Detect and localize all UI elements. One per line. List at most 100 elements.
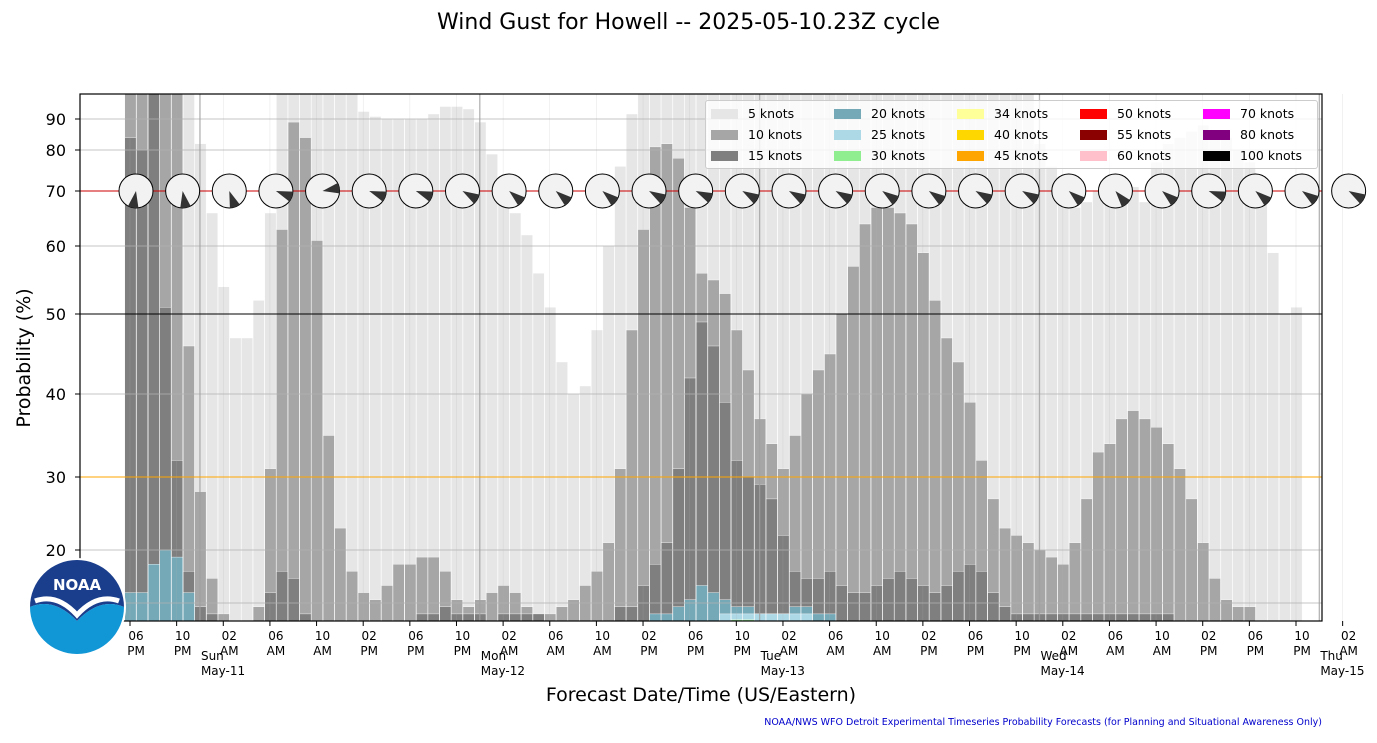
noaa-logo: NOAA [28,558,126,656]
legend-swatch [957,109,984,119]
legend-label: 100 knots [1240,148,1303,163]
x-tick-label: PM [360,644,378,658]
bar [544,307,557,622]
bar [1139,418,1151,622]
bar [940,337,953,622]
wind-direction-pie [584,173,620,209]
bar [1010,613,1023,622]
wind-direction-pie [1004,173,1040,209]
legend-swatch [1080,130,1107,140]
bar [894,571,906,622]
bar [975,571,988,622]
x-tick-label: 06 [128,629,143,643]
bar [264,592,277,622]
wind-direction-pie [538,173,574,209]
x-tick-label: AM [500,644,519,658]
x-tick-label: AM [826,644,845,658]
legend-swatch [1203,151,1230,161]
legend-label: 40 knots [994,127,1049,142]
day-label: Mon [481,649,506,663]
x-tick-label: 02 [501,629,516,643]
wind-direction-pie [1144,173,1180,209]
bar [929,300,941,622]
bar [427,556,440,622]
x-tick-label: PM [1293,644,1311,658]
bar [987,592,1000,622]
legend-swatch [711,130,738,140]
bar [439,606,452,622]
y-tick-label: 40 [46,385,66,404]
y-tick-label: 80 [46,141,66,160]
bar [1022,542,1035,622]
bar [964,564,976,622]
y-tick-label: 30 [46,468,66,487]
legend-label: 10 knots [748,127,803,142]
x-tick-label: 10 [735,629,750,643]
wind-direction-pie [911,173,947,209]
pie-wedge [180,191,191,208]
legend-label: 45 knots [994,148,1049,163]
bar [346,93,358,622]
bar [661,542,673,622]
bar [777,535,790,622]
bar [1208,578,1221,622]
bar [1255,190,1268,622]
bar [929,592,941,622]
pie-wedge [928,191,946,205]
wind-direction-pie [118,173,154,209]
bar [1115,613,1128,622]
bar [952,571,965,622]
x-tick-label: AM [313,644,332,658]
bar [1174,468,1186,622]
bar [1045,556,1058,622]
wind-direction-pie [444,173,480,209]
bar [859,592,871,622]
x-tick-label: PM [454,644,472,658]
wind-direction-pie [864,173,900,209]
bar [789,613,802,622]
x-tick-label: AM [1153,644,1172,658]
y-tick-label: 90 [46,110,66,129]
x-tick-label: PM [1200,644,1218,658]
bar [276,571,288,622]
bar [1092,613,1105,622]
x-tick-label: 10 [1294,629,1309,643]
bar [707,345,720,622]
legend-label: 34 knots [994,106,1049,121]
x-tick-label: 06 [268,629,283,643]
pie-wedge [1208,191,1226,202]
pie-wedge [415,191,433,202]
pie-wedge [975,191,993,204]
bar [217,613,230,622]
bar [1220,137,1233,622]
bar [591,571,603,622]
bar [1127,613,1140,622]
bar [1127,410,1140,622]
x-tick-label: AM [1106,644,1125,658]
x-tick-label: 06 [408,629,423,643]
pie-wedge [369,191,387,202]
bar [742,476,755,622]
bar [614,606,627,622]
day-label: Tue [760,649,782,663]
day-label: May-11 [201,664,245,678]
x-tick-label: PM [687,644,705,658]
legend-label: 20 knots [871,106,926,121]
x-tick-label: 10 [595,629,610,643]
pie-wedge [275,191,293,202]
bar [894,212,906,622]
bar [182,592,195,622]
bar [1162,613,1175,622]
bar [731,460,743,622]
legend-swatch [834,130,861,140]
wind-direction-pie [958,173,994,209]
bar [1150,427,1163,622]
bar [521,613,533,622]
noaa-logo-text: NOAA [53,576,102,594]
wind-direction-pie [1191,173,1227,209]
bar [905,223,918,622]
day-label: May-12 [481,664,525,678]
bar [427,613,440,622]
bar [626,329,638,622]
